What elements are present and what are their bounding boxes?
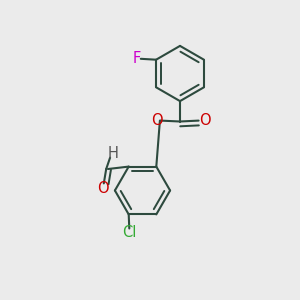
Text: H: H [107, 146, 118, 161]
Text: Cl: Cl [122, 225, 136, 240]
Text: F: F [133, 51, 141, 66]
Text: O: O [199, 113, 210, 128]
Text: O: O [97, 181, 109, 196]
Text: O: O [151, 113, 162, 128]
